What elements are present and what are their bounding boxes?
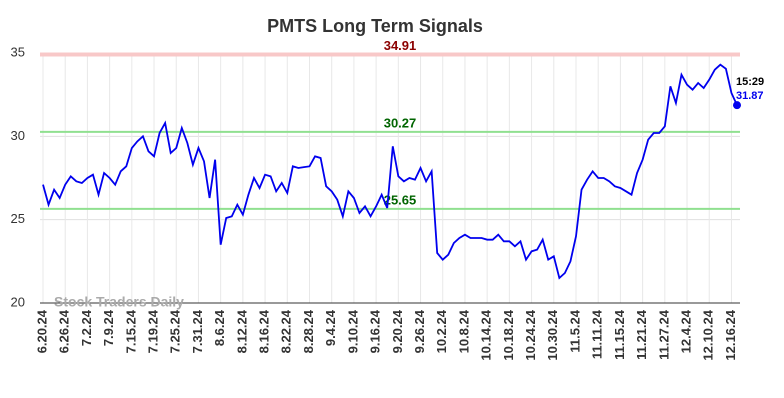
reference-label: 30.27 <box>384 115 417 130</box>
x-tick-label: 9.20.24 <box>390 309 405 353</box>
x-tick-label: 7.2.24 <box>79 309 94 346</box>
last-value: 31.87 <box>736 90 764 102</box>
watermark: Stock Traders Daily <box>54 294 184 310</box>
x-tick-label: 9.4.24 <box>323 309 338 346</box>
x-tick-label: 10.24.24 <box>523 309 538 360</box>
reference-label: 34.91 <box>384 38 417 53</box>
y-tick-label: 25 <box>11 211 25 226</box>
x-tick-label: 7.25.24 <box>168 309 183 353</box>
last-time: 15:29 <box>736 76 764 88</box>
x-tick-label: 8.6.24 <box>212 309 227 346</box>
x-tick-label: 8.22.24 <box>279 309 294 353</box>
x-tick-label: 10.14.24 <box>479 309 494 360</box>
x-tick-label: 8.28.24 <box>301 309 316 353</box>
x-tick-label: 6.20.24 <box>34 309 49 353</box>
x-tick-label: 10.18.24 <box>501 309 516 360</box>
x-tick-label: 7.9.24 <box>101 309 116 346</box>
x-tick-label: 11.21.24 <box>634 309 649 360</box>
x-tick-label: 9.26.24 <box>412 309 427 353</box>
x-tick-label: 9.16.24 <box>368 309 383 353</box>
y-tick-label: 20 <box>11 294 25 309</box>
x-tick-label: 11.15.24 <box>612 309 627 360</box>
y-tick-label: 35 <box>11 44 25 59</box>
price-line <box>42 63 738 280</box>
x-tick-label: 12.16.24 <box>723 309 738 360</box>
x-tick-label: 11.27.24 <box>656 309 671 360</box>
x-tick-label: 11.5.24 <box>567 309 582 352</box>
x-tick-label: 7.31.24 <box>190 309 205 353</box>
x-tick-label: 10.8.24 <box>456 309 471 353</box>
x-tick-label: 8.12.24 <box>234 309 249 353</box>
x-tick-label: 12.10.24 <box>701 309 716 360</box>
x-tick-label: 10.30.24 <box>545 309 560 360</box>
x-tick-label: 9.10.24 <box>345 309 360 353</box>
chart-title: PMTS Long Term Signals <box>267 16 483 36</box>
x-tick-label: 6.26.24 <box>57 309 72 353</box>
x-tick-label: 7.19.24 <box>145 309 160 353</box>
y-tick-label: 30 <box>11 128 25 143</box>
x-tick-label: 7.15.24 <box>123 309 138 353</box>
x-tick-label: 11.11.24 <box>590 309 605 359</box>
x-tick-label: 12.4.24 <box>678 309 693 353</box>
x-tick-label: 10.2.24 <box>434 309 449 353</box>
last-point <box>733 101 741 110</box>
reference-label: 25.65 <box>384 192 417 207</box>
x-tick-label: 8.16.24 <box>257 309 272 353</box>
